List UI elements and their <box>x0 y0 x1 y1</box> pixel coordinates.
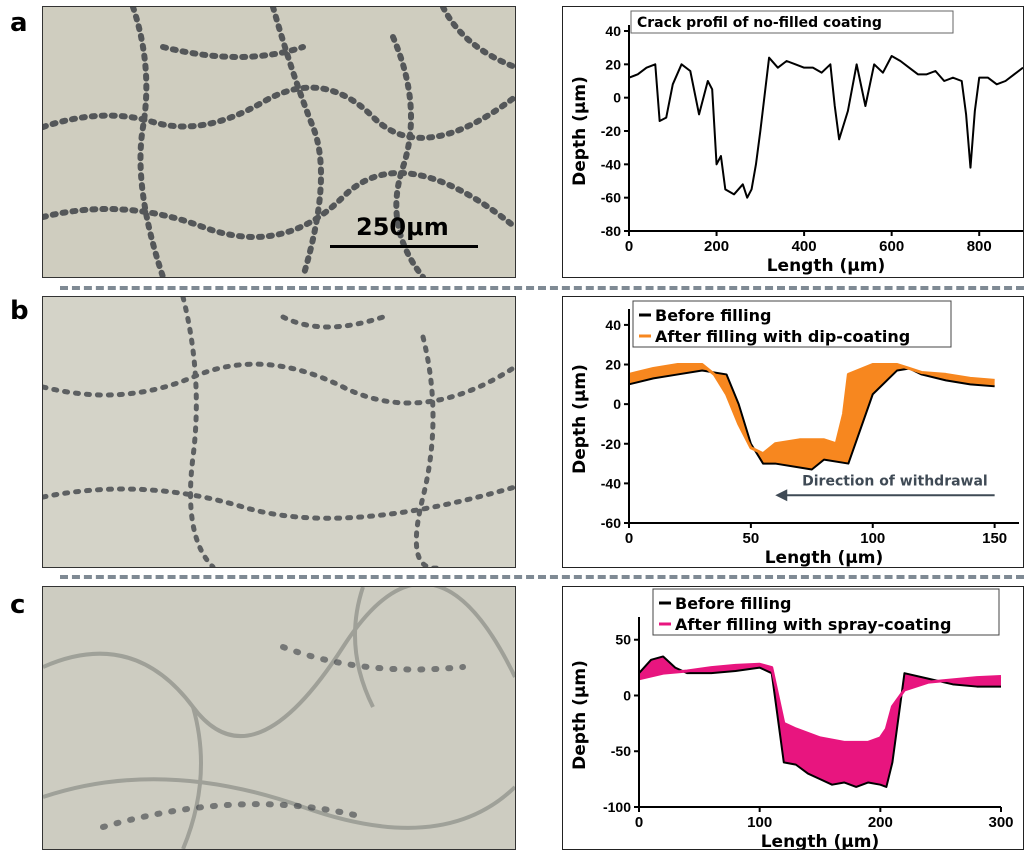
chart-b-frame: -60 -40 -20 0 20 40 0 50 100 150 Length (μm) Depth … <box>562 296 1024 568</box>
chart-a-series-line-1 <box>628 55 1023 199</box>
chart-c-filled-area <box>639 656 1001 787</box>
chart-b-legend-label-2: After filling with dip-coating <box>655 327 910 346</box>
chart-a-y-axis-label: Depth (μm) <box>570 76 590 186</box>
chart-b-y-axis-label: Depth (μm) <box>570 364 590 474</box>
chart-b-y-tick-label: 0 <box>613 396 621 412</box>
chart-c: -100 -50 0 50 0 100 200 300 Length (μm) Depth (μm… <box>570 588 1014 849</box>
panel-letter-b: b <box>10 296 29 326</box>
chart-b-legend-label-1: Before filling <box>655 306 771 325</box>
panel-letter-a: a <box>10 8 28 38</box>
chart-b-y-tick-label: -20 <box>601 436 621 452</box>
chart-a-y-tick-label: -80 <box>601 223 621 239</box>
micrograph-b-image <box>43 297 515 567</box>
chart-c-series-line-2 <box>638 662 1002 744</box>
panel-letter-c: c <box>10 590 26 620</box>
chart-b-x-axis-label: Length (μm) <box>765 548 884 567</box>
chart-a-frame: -80 -60 -40 -20 0 20 40 0 200 400 600 800 Length (μm… <box>562 6 1024 278</box>
chart-b: -60 -40 -20 0 20 40 0 50 100 150 Length (μm) Depth … <box>570 300 1019 567</box>
chart-b-y-tick-label: -40 <box>601 475 621 491</box>
chart-b-x-tick-label: 0 <box>625 530 633 547</box>
chart-a-annotation-box <box>630 10 954 34</box>
chart-c-y-axis-label: Depth (μm) <box>570 660 590 770</box>
micrograph-a-image <box>43 7 515 277</box>
chart-a-y-tick-label: -60 <box>601 190 621 206</box>
chart-b-filled-area <box>629 364 995 470</box>
chart-a-x-tick-label: 200 <box>704 238 729 255</box>
chart-c-frame: -100 -50 0 50 0 100 200 300 Length (μm) Depth (μm… <box>562 586 1024 850</box>
divider-ab <box>60 286 1024 290</box>
chart-a-x-tick-label: 600 <box>879 238 904 255</box>
micrograph-a <box>42 6 516 278</box>
chart-a-x-tick-label: 400 <box>792 238 817 255</box>
chart-b-series-line-1 <box>628 367 995 471</box>
chart-c-x-tick-label: 300 <box>988 814 1013 831</box>
chart-b-y-tick-label: -60 <box>601 515 621 531</box>
chart-a-annotation: Crack profil of no-filled coating <box>637 15 882 31</box>
chart-c-x-axis-label: Length (μm) <box>761 832 880 849</box>
chart-c-x-tick-label: 0 <box>635 814 643 831</box>
chart-a-y-tick-label: 0 <box>613 90 621 106</box>
chart-c-x-tick-label: 200 <box>868 814 893 831</box>
chart-b-y-tick-label: 20 <box>605 357 621 373</box>
chart-a-x-tick-label: 0 <box>625 238 633 255</box>
chart-b-arrow-annotation: Direction of withdrawal <box>802 473 988 489</box>
chart-a-x-axis-label: Length (μm) <box>767 256 886 276</box>
chart-c-y-tick-label: 0 <box>623 687 631 703</box>
chart-b-series-line-2 <box>628 363 995 456</box>
scale-bar <box>330 245 478 248</box>
scale-bar-label: 250μm <box>356 213 449 241</box>
chart-a-y-tick-label: -40 <box>601 156 621 172</box>
chart-c-legend-box <box>652 588 1000 636</box>
chart-a-y-tick-label: -20 <box>601 123 621 139</box>
chart-a-x-tick-label: 800 <box>967 238 992 255</box>
chart-c-legend-label-2: After filling with spray-coating <box>675 615 951 634</box>
chart-a-y-tick-label: 20 <box>605 56 621 72</box>
chart-b-x-tick-label: 50 <box>743 530 760 547</box>
chart-c-y-tick-label: 50 <box>615 632 631 648</box>
chart-b-y-tick-label: 40 <box>605 317 621 333</box>
chart-b-arrow-head <box>775 489 788 502</box>
chart-a-y-tick-label: 40 <box>605 23 621 39</box>
chart-c-y-tick-label: -100 <box>603 799 631 815</box>
micrograph-c-image <box>43 587 515 849</box>
micrograph-c <box>42 586 516 850</box>
chart-c-series-line-1 <box>638 655 1001 788</box>
chart-c-x-tick-label: 100 <box>747 814 772 831</box>
chart-b-x-tick-label: 100 <box>860 530 885 547</box>
chart-b-x-tick-label: 150 <box>982 530 1007 547</box>
divider-bc <box>60 575 1024 579</box>
chart-c-y-tick-label: -50 <box>611 743 631 759</box>
chart-b-legend-box <box>632 300 952 348</box>
micrograph-b <box>42 296 516 568</box>
chart-c-legend-label-1: Before filling <box>675 594 791 613</box>
